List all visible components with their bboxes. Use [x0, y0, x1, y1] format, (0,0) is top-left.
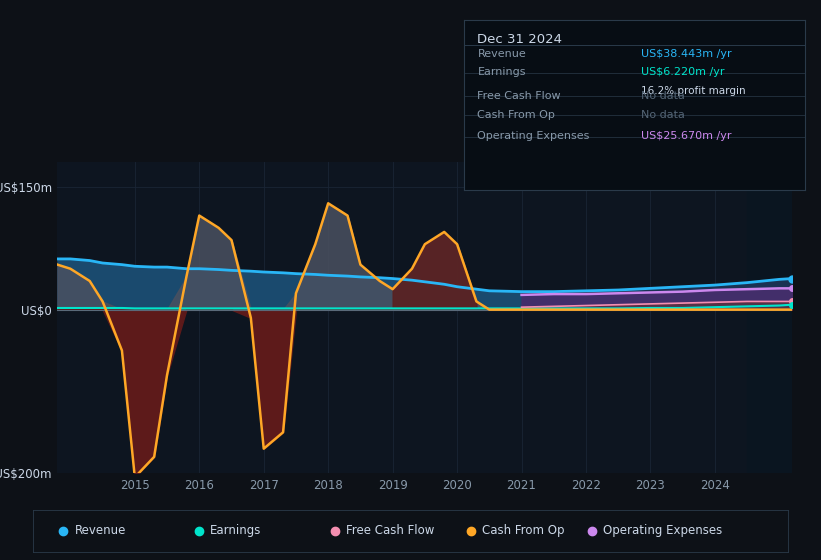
Bar: [747, 162, 792, 473]
Text: Cash From Op: Cash From Op: [482, 524, 565, 537]
Text: Operating Expenses: Operating Expenses: [478, 130, 589, 141]
Text: Dec 31 2024: Dec 31 2024: [478, 33, 562, 46]
Text: 16.2% profit margin: 16.2% profit margin: [641, 86, 745, 96]
Text: Earnings: Earnings: [478, 67, 526, 77]
Text: Earnings: Earnings: [210, 524, 262, 537]
Text: No data: No data: [641, 91, 685, 101]
Text: Revenue: Revenue: [75, 524, 126, 537]
Text: Free Cash Flow: Free Cash Flow: [346, 524, 434, 537]
Text: US$38.443m /yr: US$38.443m /yr: [641, 49, 732, 59]
Text: US$6.220m /yr: US$6.220m /yr: [641, 67, 725, 77]
Text: Cash From Op: Cash From Op: [478, 110, 555, 120]
Text: US$25.670m /yr: US$25.670m /yr: [641, 130, 732, 141]
Text: Revenue: Revenue: [478, 49, 526, 59]
Text: Free Cash Flow: Free Cash Flow: [478, 91, 561, 101]
Text: No data: No data: [641, 110, 685, 120]
Text: Operating Expenses: Operating Expenses: [603, 524, 722, 537]
